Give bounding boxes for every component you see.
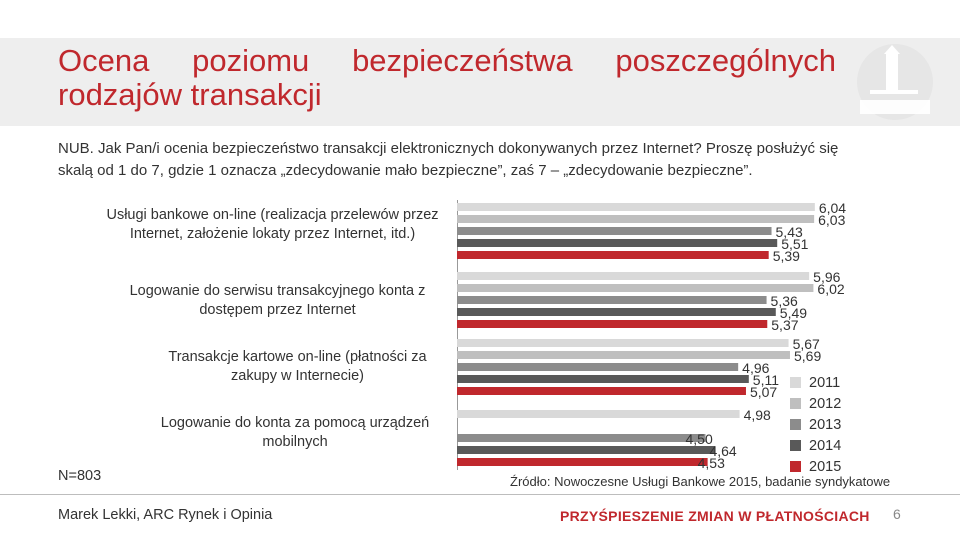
legend-label: 2013: [809, 416, 842, 433]
data-label: 5,69: [794, 348, 821, 364]
page-number: 6: [893, 506, 901, 522]
title-word: bezpieczeństwa: [352, 43, 573, 78]
legend-label: 2015: [809, 458, 842, 475]
bar-2014-cat3: [457, 375, 749, 383]
bar-2012-cat2: [457, 284, 814, 292]
legend-swatch: [790, 419, 801, 430]
bar-2013-cat1: [457, 227, 772, 235]
question-line1: NUB. Jak Pan/i ocenia bezpieczeństwo tra…: [58, 140, 839, 157]
data-label: 5,11: [753, 372, 779, 388]
bar-2012-cat3: [457, 351, 790, 359]
data-label: 5,39: [773, 248, 800, 264]
legend-swatch: [790, 461, 801, 472]
title-word: Ocena: [58, 43, 150, 78]
bar-2015-cat2: [457, 320, 768, 328]
data-label: 4,50: [686, 431, 713, 447]
data-label: 4,98: [744, 407, 771, 423]
sample-size: N=803: [58, 468, 102, 484]
bar-2015-cat4: [457, 458, 708, 466]
source-note: Źródło: Nowoczesne Usługi Bankowe 2015, …: [510, 474, 891, 489]
data-label: 5,37: [771, 317, 798, 333]
category-label-online-banking: Usługi bankowe on-line (realizacja przel…: [106, 207, 439, 242]
title-band: [0, 38, 960, 126]
data-label: 4,96: [742, 360, 769, 376]
data-label: 5,96: [813, 269, 840, 285]
data-label: 5,49: [780, 305, 807, 321]
legend-swatch: [790, 440, 801, 451]
data-label: 5,51: [781, 236, 808, 252]
legend-label: 2011: [809, 374, 841, 391]
title-line2: rodzajów transakcji: [58, 77, 322, 112]
category-label-transaction-login: Logowanie do serwisu transakcyjnego kont…: [129, 283, 426, 318]
data-label: 6,04: [819, 200, 846, 216]
legend-swatch: [790, 377, 801, 388]
legend-item-2013: 2013: [790, 414, 841, 435]
footer-author: Marek Lekki, ARC Rynek i Opinia: [58, 507, 273, 523]
title-line1: Ocena poziomu bezpieczeństwa poszczególn…: [58, 44, 836, 78]
legend: 2011 2012 2013 2014 2015: [790, 372, 841, 477]
data-label: 6,02: [817, 281, 844, 297]
footer-divider: [0, 494, 960, 495]
data-label: 6,03: [818, 212, 845, 228]
bar-2013-cat4: [457, 434, 706, 442]
data-label: 4,64: [709, 443, 736, 459]
bar-2015-cat3: [457, 387, 746, 395]
data-label: 4,53: [698, 455, 725, 471]
data-label: 5,07: [750, 384, 777, 400]
category-label-mobile-login: Logowanie do konta za pomocą urządzeń mo…: [160, 415, 430, 450]
bar-2011-cat4: [457, 410, 740, 418]
bar-2011-cat3: [457, 339, 789, 347]
bar-2011-cat2: [457, 272, 810, 280]
category-label-card-transactions: Transakcje kartowe on-line (płatności za…: [168, 349, 427, 384]
bar-2014-cat2: [457, 308, 776, 316]
title-word: poziomu: [192, 43, 310, 78]
legend-item-2012: 2012: [790, 393, 841, 414]
legend-item-2014: 2014: [790, 435, 841, 456]
legend-swatch: [790, 398, 801, 409]
legend-item-2015: 2015: [790, 456, 841, 477]
arc-logo: [857, 44, 933, 120]
page-title: Ocena poziomu bezpieczeństwa poszczególn…: [58, 44, 838, 112]
category-axis: [457, 200, 458, 470]
data-label: 5,36: [771, 293, 798, 309]
bar-2015-cat1: [457, 251, 769, 259]
legend-item-2011: 2011: [790, 372, 841, 393]
data-label: 5,67: [793, 336, 820, 352]
question-line2: skalą od 1 do 7, gdzie 1 oznacza „zdecyd…: [58, 162, 753, 179]
legend-label: 2014: [809, 437, 842, 454]
data-label: 5,43: [776, 224, 803, 240]
footer-slogan: PRZYŚPIESZENIE ZMIAN W PŁATNOŚCIACH: [560, 508, 870, 524]
title-word: poszczególnych: [615, 43, 836, 78]
bar-2011-cat1: [457, 203, 815, 211]
bar-2013-cat3: [457, 363, 739, 371]
legend-label: 2012: [809, 395, 842, 412]
survey-question: NUB. Jak Pan/i ocenia bezpieczeństwo tra…: [58, 138, 918, 182]
bar-2012-cat1: [457, 215, 815, 223]
bar-2013-cat2: [457, 296, 767, 304]
bar-2014-cat1: [457, 239, 778, 247]
bar-2014-cat4: [457, 446, 716, 454]
